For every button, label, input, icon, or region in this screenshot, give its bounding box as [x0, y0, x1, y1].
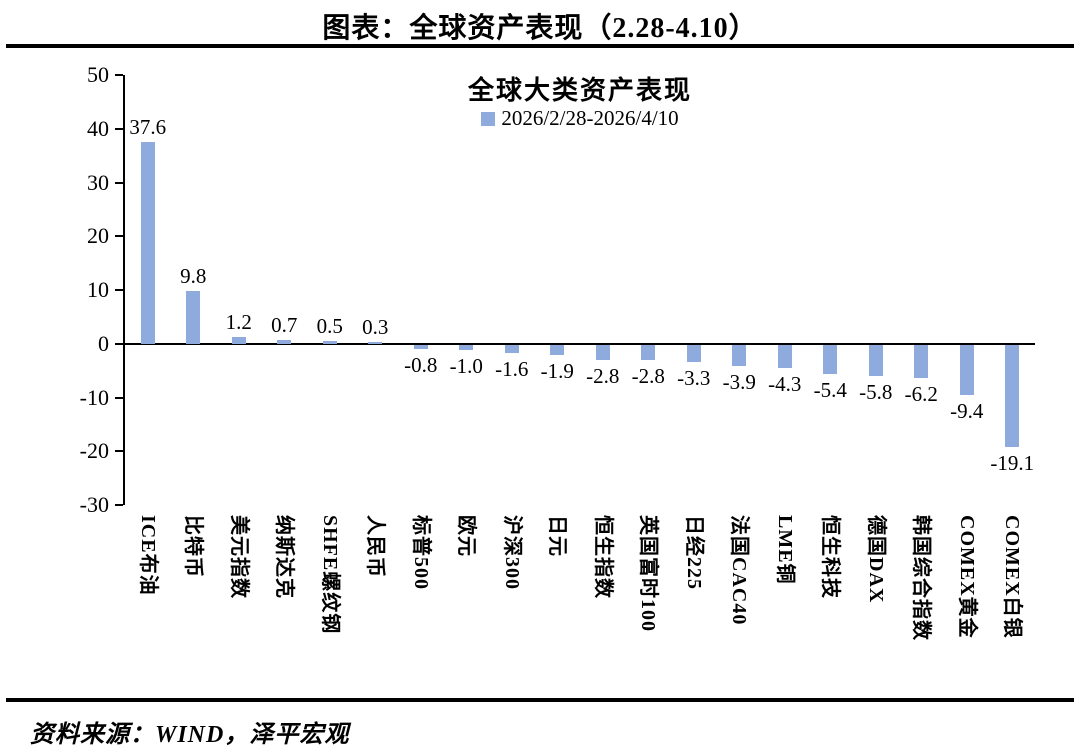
bar — [231, 337, 246, 344]
bar-value-label: -4.3 — [768, 371, 802, 396]
page-title: 图表：全球资产表现（2.28-4.10） — [322, 13, 758, 44]
bar-value-label: -1.6 — [495, 357, 529, 382]
chart-legend: 2026/2/28-2026/4/10 — [125, 106, 1035, 131]
bar-value-label: 0.3 — [362, 315, 389, 340]
y-axis-tick — [115, 235, 123, 238]
x-axis-label: 人民币 — [364, 515, 387, 578]
y-axis-tick — [115, 289, 123, 291]
top-divider — [6, 44, 1074, 48]
x-axis-label: 德国DAX — [864, 515, 887, 604]
bar-value-label: -2.8 — [631, 363, 665, 388]
y-axis-tick-label: 20 — [87, 223, 109, 249]
x-axis-label: 英国富时100 — [637, 515, 660, 632]
x-axis-label: 日经225 — [682, 515, 705, 590]
bar-value-label: -6.2 — [904, 382, 938, 407]
bar-value-label: -3.9 — [722, 369, 756, 394]
y-axis-tick-label: 40 — [87, 115, 109, 141]
bar — [277, 339, 292, 344]
bar — [368, 342, 383, 344]
y-axis-tick — [115, 450, 123, 453]
bar — [732, 344, 747, 366]
x-axis-label: ICE布油 — [136, 515, 159, 596]
y-axis-tick — [115, 127, 123, 130]
bar-value-label: -9.4 — [950, 399, 984, 424]
bar — [504, 344, 519, 354]
x-axis-label: 韩国综合指数 — [910, 515, 933, 641]
bar — [777, 344, 792, 368]
bar-value-label: 1.2 — [225, 310, 252, 335]
bar — [959, 344, 974, 396]
y-axis-tick-label: 0 — [98, 330, 109, 356]
x-axis-label: 日元 — [546, 515, 569, 557]
x-axis-label: 法国CAC40 — [728, 515, 751, 626]
x-axis — [123, 342, 1035, 345]
x-axis-label: 标普500 — [409, 515, 432, 590]
bar-value-label: -19.1 — [990, 451, 1035, 476]
bar — [641, 344, 656, 360]
bar — [459, 344, 474, 351]
legend-swatch — [481, 112, 496, 126]
bar — [322, 341, 337, 344]
y-axis — [123, 75, 125, 505]
bar — [186, 291, 201, 344]
x-axis-label: LME铜 — [773, 515, 796, 585]
x-axis-label: 恒生指数 — [591, 515, 614, 599]
x-axis-label: COMEX白银 — [1001, 515, 1024, 639]
bar-value-label: -1.0 — [449, 354, 483, 379]
y-axis-tick-label: 30 — [87, 169, 109, 195]
y-axis-tick — [115, 74, 123, 76]
x-axis-label: 比特币 — [182, 515, 205, 578]
x-axis-label: SHFE螺纹钢 — [318, 515, 341, 635]
y-axis-tick — [115, 342, 123, 345]
bar — [595, 344, 610, 360]
x-axis-label: 美元指数 — [227, 515, 250, 599]
bar — [140, 141, 155, 344]
chart-title: 全球大类资产表现 — [467, 76, 692, 105]
y-axis-tick-label: 50 — [87, 62, 109, 87]
bottom-divider — [6, 698, 1074, 702]
bar-value-label: -5.4 — [813, 377, 847, 402]
bar-value-label: -1.9 — [540, 358, 574, 383]
bar — [550, 344, 565, 355]
bar — [686, 344, 701, 363]
bar — [868, 344, 883, 376]
bar — [914, 344, 929, 379]
x-axis-label: COMEX黄金 — [955, 515, 978, 639]
bar — [823, 344, 838, 374]
y-axis-tick-label: 10 — [87, 277, 109, 302]
y-axis-tick-label: -30 — [79, 492, 109, 517]
x-axis-label: 欧元 — [455, 515, 478, 557]
bar-value-label: -2.8 — [586, 363, 620, 388]
y-axis-tick-label: -10 — [79, 384, 109, 410]
bar-value-label: -5.8 — [859, 379, 893, 404]
bar — [1005, 344, 1020, 448]
bar-value-label: 37.6 — [129, 114, 167, 139]
x-axis-label: 恒生科技 — [819, 515, 842, 599]
legend-label: 2026/2/28-2026/4/10 — [501, 106, 679, 130]
y-axis-tick — [115, 504, 123, 506]
bar — [413, 344, 428, 350]
bar-value-label: 0.7 — [271, 312, 298, 337]
y-axis-tick — [115, 181, 123, 184]
x-axis-label: 沪深300 — [500, 515, 523, 590]
x-axis-label: 纳斯达克 — [273, 515, 296, 599]
bar-value-label: 9.8 — [180, 264, 207, 289]
bar-value-label: -3.3 — [677, 366, 711, 391]
y-axis-tick — [115, 396, 123, 399]
bar-value-label: 0.5 — [316, 314, 343, 339]
source-note: 资料来源：WIND，泽平宏观 — [30, 722, 350, 748]
bar-value-label: -0.8 — [404, 353, 438, 378]
y-axis-tick-label: -20 — [79, 438, 109, 464]
